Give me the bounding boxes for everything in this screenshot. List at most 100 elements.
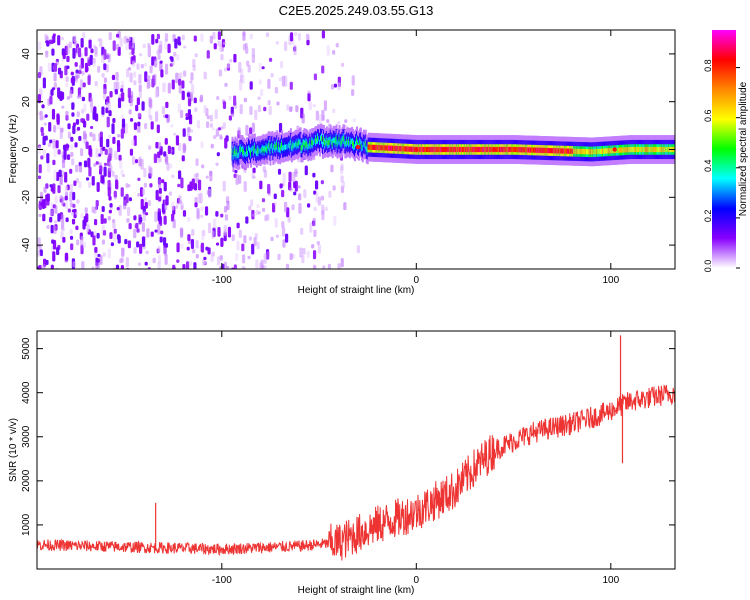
heatmap-cell <box>108 209 112 214</box>
heatmap-cell <box>203 71 207 80</box>
y-tick-label: 0 <box>21 146 32 152</box>
heatmap-cell <box>209 170 213 182</box>
heatmap-cell <box>178 195 182 204</box>
heatmap-cell <box>133 80 137 86</box>
heatmap-cell <box>37 251 41 257</box>
heatmap-cell <box>82 130 87 140</box>
heatmap-cell <box>66 96 70 100</box>
heatmap-cell <box>187 126 191 133</box>
heatmap-cell <box>52 159 56 166</box>
heatmap-cell <box>248 205 252 211</box>
heatmap-cell <box>150 231 154 237</box>
heatmap-cell <box>194 202 198 208</box>
heatmap-cell <box>52 138 56 149</box>
heatmap-cell <box>89 97 94 108</box>
heatmap-cell <box>287 217 291 223</box>
heatmap-cell <box>129 96 133 107</box>
heatmap-cell <box>148 97 152 108</box>
heatmap-cell <box>146 74 150 80</box>
heatmap-cell <box>72 47 76 59</box>
heatmap-cell <box>187 98 192 107</box>
heatmap-cell <box>228 115 232 121</box>
heatmap-cell <box>282 239 286 248</box>
heatmap-cell <box>311 244 315 249</box>
heatmap-cell <box>81 96 86 102</box>
heatmap-cell <box>105 107 109 114</box>
heatmap-cell <box>105 64 109 73</box>
heatmap-cell <box>51 87 56 91</box>
heatmap-cell <box>41 104 45 109</box>
snr-y-axis-label: SNR (10 * v/v) <box>8 418 19 482</box>
heatmap-cell <box>74 142 78 148</box>
heatmap-cell <box>298 202 302 214</box>
heatmap-cell <box>177 183 181 188</box>
x-tick-label: -100 <box>212 275 232 286</box>
heatmap-cell <box>200 206 204 212</box>
heatmap-cell <box>284 201 288 213</box>
heatmap-cell <box>332 185 336 191</box>
heatmap-cell <box>141 222 145 232</box>
heatmap-cell <box>226 200 230 211</box>
heatmap-cell <box>90 48 94 54</box>
heatmap-cell <box>251 172 255 179</box>
heatmap-cell <box>333 83 338 88</box>
heatmap-cell <box>255 259 259 269</box>
heatmap-cell <box>182 210 187 217</box>
heatmap-cell <box>253 236 257 246</box>
heatmap-cell <box>194 53 198 58</box>
heatmap-cell <box>297 185 301 189</box>
heatmap-cell <box>114 174 118 181</box>
colorbar-tick-label: 0.6 <box>703 109 713 122</box>
heatmap-cell <box>328 190 332 198</box>
heatmap-cell <box>131 60 136 68</box>
heatmap-cell <box>289 81 293 90</box>
heatmap-cell <box>258 62 262 72</box>
heatmap-cell <box>109 202 113 208</box>
heatmap-cell <box>131 138 135 146</box>
heatmap-cell <box>233 95 237 106</box>
heatmap-cell <box>141 101 145 111</box>
heatmap-cell <box>215 162 219 166</box>
heatmap-cell <box>160 230 164 235</box>
heatmap-cell <box>110 242 114 247</box>
heatmap-cell <box>154 89 159 99</box>
heatmap-cell <box>182 264 186 269</box>
heatmap-cell <box>138 158 142 167</box>
heatmap-cell <box>222 101 227 110</box>
heatmap-cell <box>160 69 164 78</box>
heatmap-cell <box>67 131 71 139</box>
heatmap-cell <box>104 148 108 156</box>
heatmap-cell <box>289 253 293 261</box>
heatmap-cell <box>124 238 128 245</box>
heatmap-cell <box>163 247 167 257</box>
heatmap-cell <box>80 148 84 157</box>
heatmap-cell <box>93 230 97 237</box>
heatmap-cell <box>151 33 155 45</box>
heatmap-cell <box>125 39 129 51</box>
heatmap-cell <box>312 103 316 108</box>
heatmap-cell <box>224 214 229 221</box>
heatmap-cell <box>149 167 153 177</box>
heatmap-cell <box>224 82 228 87</box>
heatmap-cell <box>200 214 204 218</box>
heatmap-cell <box>173 51 177 57</box>
heatmap-cell <box>281 221 285 228</box>
heatmap-cell <box>181 90 185 101</box>
heatmap-cell <box>64 185 68 194</box>
heatmap-cell <box>157 151 161 158</box>
heatmap-cell <box>65 76 69 82</box>
heatmap-cell <box>97 65 101 73</box>
heatmap-cell <box>61 196 65 206</box>
heatmap-cell <box>84 62 89 73</box>
heatmap-cell <box>78 70 82 74</box>
heatmap-cell <box>217 227 221 237</box>
heatmap-cell <box>251 48 255 57</box>
heatmap-cell <box>57 149 61 155</box>
heatmap-cell <box>93 163 97 167</box>
heatmap-cell <box>50 89 54 96</box>
heatmap-cell <box>157 196 162 202</box>
heatmap-cell <box>340 258 344 268</box>
heatmap-cell <box>326 45 330 56</box>
heatmap-cell <box>112 117 116 124</box>
y-tick-label: -20 <box>21 190 32 205</box>
